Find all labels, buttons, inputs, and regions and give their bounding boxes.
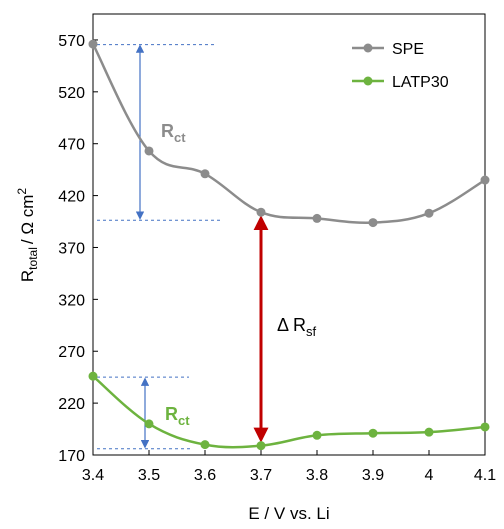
svg-text:Rct: Rct xyxy=(165,404,190,428)
data-point-latp30 xyxy=(424,427,434,437)
data-point-latp30 xyxy=(368,428,378,438)
legend-label-latp30: LATP30 xyxy=(392,74,449,91)
y-tick-label: 220 xyxy=(58,396,85,413)
svg-text:Rct: Rct xyxy=(161,121,186,145)
data-point-latp30 xyxy=(312,430,322,440)
x-tick-label: 4.1 xyxy=(474,467,496,484)
x-tick-label: 3.4 xyxy=(82,467,104,484)
data-point-spe xyxy=(480,175,490,185)
series-line-spe xyxy=(91,43,486,224)
x-tick-label: 3.5 xyxy=(138,467,160,484)
plot-frame xyxy=(92,13,486,456)
x-tick-label: 3.6 xyxy=(194,467,216,484)
y-tick-label: 470 xyxy=(58,137,85,154)
x-tick-label: 3.7 xyxy=(250,467,272,484)
data-point-spe xyxy=(256,207,266,217)
y-tick-label: 370 xyxy=(58,240,85,257)
y-tick-label: 570 xyxy=(58,33,85,50)
data-point-spe xyxy=(200,169,210,179)
annotation-guides xyxy=(97,44,269,450)
data-point-spe xyxy=(144,146,154,156)
delta-rsf-label: Δ Rsf xyxy=(277,315,317,339)
rct-label-latp: Rct xyxy=(165,404,190,428)
data-point-latp30 xyxy=(144,419,154,429)
legend-marker-spe xyxy=(363,43,373,53)
svg-text:Δ Rsf: Δ Rsf xyxy=(277,315,317,339)
series-layer xyxy=(88,39,490,451)
data-point-spe xyxy=(88,39,98,49)
data-point-latp30 xyxy=(256,441,266,451)
y-tick-label: 420 xyxy=(58,189,85,206)
x-tick-label: 3.9 xyxy=(362,467,384,484)
rct-label-spe: Rct xyxy=(161,121,186,145)
x-axis-ticks: 3.4 3.5 3.6 3.7 3.8 3.9 4 4.1 xyxy=(82,450,496,484)
series-line-latp30 xyxy=(92,375,486,449)
y-tick-label: 520 xyxy=(58,85,85,102)
x-tick-label: 3.8 xyxy=(306,467,328,484)
legend-label-spe: SPE xyxy=(392,41,424,58)
x-tick-label: 4 xyxy=(425,467,434,484)
data-point-latp30 xyxy=(200,440,210,450)
legend-marker-latp30 xyxy=(363,76,373,86)
x-axis-title: E / V vs. Li xyxy=(248,504,329,523)
legend: SPE LATP30 xyxy=(352,41,449,91)
y-axis-title: Rtotal/ Ω cm2 xyxy=(15,188,40,283)
y-tick-label: 320 xyxy=(58,292,85,309)
data-point-latp30 xyxy=(88,371,98,381)
y-tick-label: 170 xyxy=(58,448,85,465)
data-point-spe xyxy=(368,218,378,228)
y-tick-label: 270 xyxy=(58,344,85,361)
data-point-spe xyxy=(312,213,322,223)
data-point-latp30 xyxy=(480,422,490,432)
y-axis-ticks: 170 220 270 320 370 420 470 520 570 xyxy=(58,33,98,465)
data-point-spe xyxy=(424,208,434,218)
